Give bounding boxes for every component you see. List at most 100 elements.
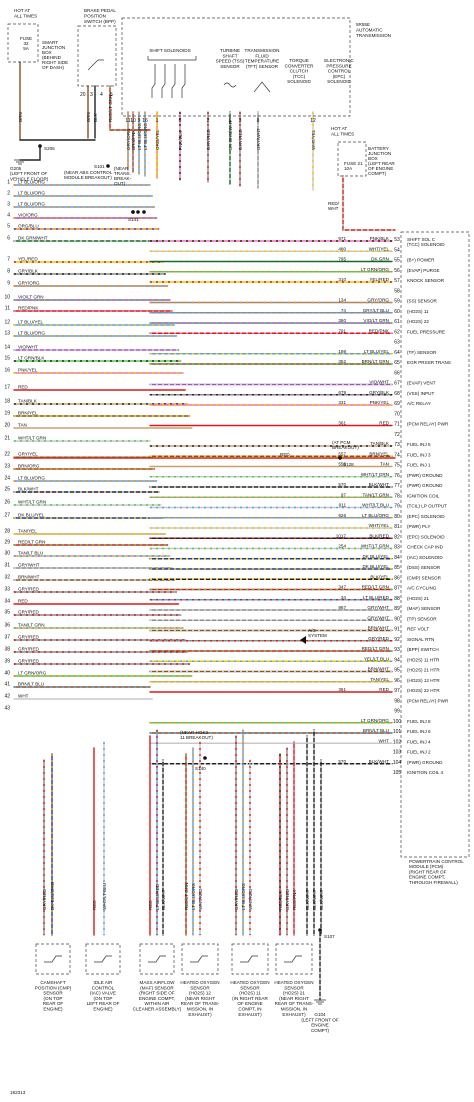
solenoid-symbol [161, 64, 166, 98]
bpp-pin-number: 20 [80, 92, 86, 98]
pcm-function: FUEL PRESSURE [407, 329, 445, 334]
maf-sensor-label: MASS AIRFLOW [140, 980, 176, 985]
pcm-circuit-number: 679 [338, 390, 346, 395]
pcm-circuit-number: 791 [338, 328, 346, 333]
fuse-21-wire-color: WHT [328, 206, 339, 211]
solenoid-symbol [181, 64, 186, 98]
pcm-pin-color: RED/LT GRN [362, 646, 389, 651]
left-wire-number: 21 [4, 436, 10, 442]
pcm-pin-number: 66 [394, 370, 400, 376]
left-wire-number: 30 [4, 551, 10, 557]
pcm-function: (BPP) SWITCH [407, 647, 439, 652]
pcm-function: CHECK CAP IND [407, 545, 444, 550]
pcm-pin-number: 88 [394, 596, 400, 602]
maf-sensor-label: WITHIN AIR [144, 1001, 170, 1006]
tss-coil-icon [223, 82, 237, 88]
left-wire-color: LT BLU/ORG [18, 202, 45, 207]
cmp-sensor-label: (ON TOP [44, 996, 63, 1001]
figure-id: 182313 [10, 1090, 26, 1095]
pcm-pin-number: 53 [394, 237, 400, 243]
pcm-circuit-number: 570 [338, 759, 346, 764]
pcm-pin-number: 94 [394, 657, 400, 663]
bottom-wire-color: LT BLU/ORG [241, 883, 246, 910]
hos2-12-sensor-icon [190, 955, 208, 963]
pcm-pin-number: 74 [394, 452, 400, 458]
pcm-function: (TCC) SOLENOID [407, 242, 445, 247]
pcm-pin-color: LT BLU/RED [363, 595, 390, 600]
bottom-wire-color: BLK/WHT [161, 889, 166, 910]
pcm-pin-number: 101 [393, 729, 402, 735]
solenoid-symbol [151, 64, 156, 98]
left-wire-number: 11 [5, 306, 10, 312]
left-wire-color: TAN/LT GRN [18, 623, 45, 628]
pcm-pin-number: 77 [394, 483, 400, 489]
tcc-label: CONVERTER [285, 63, 314, 68]
pcm-pin-number: 54 [394, 247, 400, 253]
left-wire-number: 28 [4, 529, 10, 535]
trans-wire-color: LT BLU/ORG [143, 123, 148, 150]
pcm-function: (B+) POWER [407, 258, 435, 263]
pcm-pin-color: GRY/LT BLU [363, 308, 389, 313]
tft-label: FLUID [255, 53, 269, 58]
pcm-pin-number: 100 [393, 719, 402, 725]
left-wire-color: WHT/LT GRN [18, 436, 46, 441]
ground-g205-label: G205 [10, 166, 22, 171]
pcm-function: (HO2S) 22 [407, 319, 429, 324]
hot-at-all-times-left: ALL TIMES [14, 13, 37, 18]
bottom-wire-color: RED/LT GRN [184, 883, 189, 910]
pcm-pin-number: 103 [393, 750, 402, 756]
pcm-pin-number: 62 [394, 329, 400, 335]
pcm-function: (EPC) SOLENOID [407, 514, 445, 519]
bottom-wire-color: RED [92, 900, 97, 910]
pcm-pin-number: 71 [394, 422, 400, 428]
pcm-function: (EVAP) VENT [407, 381, 436, 386]
trans-wire-color: WHT/YEL [311, 129, 316, 150]
left-wire-number: 41 [4, 682, 10, 688]
pcm-pin-color: BRN/WHT [368, 626, 390, 631]
pcm-pin-color: GRY/BLK [369, 390, 390, 395]
hos2-21-sensor-label: MISSION, IN [281, 1007, 308, 1012]
pcm-circuit-number: 971 [338, 236, 346, 241]
battery-junction-box-label: JUNCTION [368, 151, 391, 156]
left-wire-number: 12 [4, 320, 10, 326]
left-wire-number: 39 [4, 659, 10, 665]
pcm-circuit-number: 352 [338, 359, 346, 364]
bpp-red-lt-grn-tracer [109, 86, 150, 131]
pcm-function: (HO2S) 12 HTR [407, 678, 440, 683]
left-wire-color: VIO/ORG [18, 213, 38, 218]
pcm-function: SIGNAL RTN [407, 637, 434, 642]
pcm-function: (MAF) SENSOR [407, 606, 441, 611]
bpp-pin-number: 4 [100, 92, 103, 98]
left-wire-color: DK GRN/WHT [18, 236, 48, 241]
splice-s101-note: MODULE BREAKOUT) [64, 175, 112, 180]
left-wire-color: YEL/RED [18, 257, 38, 262]
pcm-pin-number: 59 [394, 299, 400, 305]
hos2-11-sensor-label: (HO2S) 11 [239, 991, 261, 996]
left-wire-color: LT BLU/ORG [18, 191, 45, 196]
left-wire-number: 13 [4, 331, 10, 337]
bpp-wire-color: BRN [18, 112, 23, 122]
pcm-circuit-number: 361 [338, 421, 346, 426]
cmp-sensor-label: ENGINE) [43, 1007, 63, 1012]
wires-layer [13, 61, 396, 1001]
battery-junction-box [337, 141, 367, 177]
pcm-circuit-number: 911 [339, 503, 347, 508]
left-wire-number: 14 [4, 345, 10, 351]
bottom-wire-color: BLK/WHT [312, 889, 317, 910]
smart-junction-box-label: JUNCTION [42, 45, 65, 50]
trans-wire-color: PNK/BLK [178, 130, 183, 150]
left-wire-color: BRN/LT BLU [18, 682, 44, 687]
fuse-21-feed-tracer [342, 176, 395, 231]
fuse-21: FUSE 21 [344, 161, 363, 166]
pcm-pin-number: 99 [394, 709, 400, 715]
pcm-pin-color: BLK/RED [369, 533, 389, 538]
left-wire-number: 20 [4, 423, 10, 429]
pcm-pin-number: 86 [394, 575, 400, 581]
left-wire-color: GRY/RED [18, 610, 40, 615]
left-wire-number: 32 [4, 575, 10, 581]
pcm-label: POWERTRAIN CONTROL [409, 859, 464, 864]
hot-at-all-times-right: HOT AT [331, 126, 347, 131]
pcm-pin-color: LT GRN/ORG [361, 267, 390, 272]
pcm-function: FUEL INJ 5 [407, 442, 431, 447]
